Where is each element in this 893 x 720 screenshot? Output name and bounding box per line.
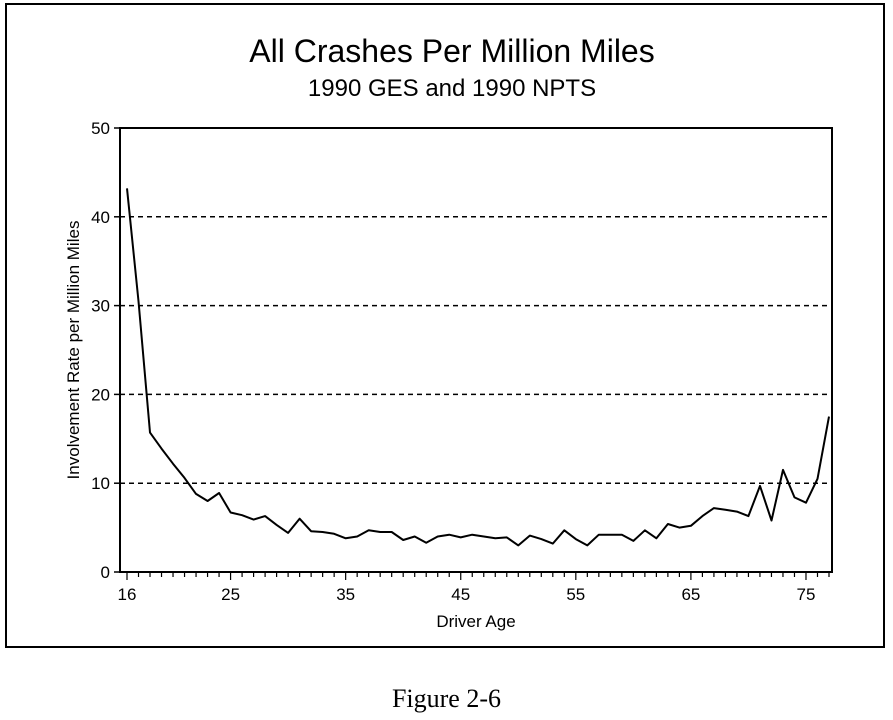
y-axis-label: Involvement Rate per Million Miles — [64, 221, 83, 480]
y-tick-label: 40 — [91, 208, 110, 227]
y-tick-label: 50 — [91, 119, 110, 138]
y-axis: 0 10 20 30 40 50 — [91, 119, 120, 582]
grid-lines — [120, 216, 832, 484]
x-tick-label: 55 — [566, 585, 585, 604]
plot-area — [119, 127, 833, 573]
y-tick-label: 10 — [91, 474, 110, 493]
x-axis: 16 25 35 45 55 65 75 — [118, 572, 830, 604]
x-tick-label: 25 — [221, 585, 240, 604]
series-line — [126, 188, 830, 547]
x-tick-label: 35 — [336, 585, 355, 604]
figure-caption: Figure 2-6 — [391, 684, 502, 713]
line-chart: All Crashes Per Million Miles 1990 GES a… — [64, 33, 833, 631]
x-tick-label: 16 — [118, 585, 137, 604]
chart-frame — [5, 3, 885, 648]
chart-subtitle: 1990 GES and 1990 NPTS — [308, 75, 596, 102]
x-tick-label: 65 — [681, 585, 700, 604]
x-tick-label: 75 — [797, 585, 816, 604]
chart-title: All Crashes Per Million Miles — [249, 33, 654, 69]
y-tick-label: 0 — [101, 563, 110, 582]
y-tick-label: 30 — [91, 297, 110, 316]
x-tick-label: 45 — [451, 585, 470, 604]
y-tick-label: 20 — [91, 385, 110, 404]
x-axis-label: Driver Age — [436, 612, 515, 631]
